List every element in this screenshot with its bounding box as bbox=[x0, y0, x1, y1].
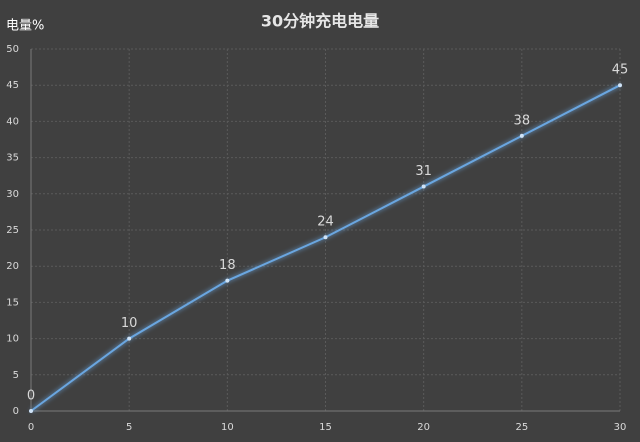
y-tick-label: 10 bbox=[6, 334, 19, 345]
data-point bbox=[29, 409, 33, 413]
y-tick-label: 50 bbox=[6, 44, 19, 55]
data-point bbox=[127, 336, 132, 341]
y-tick-label: 25 bbox=[6, 225, 19, 236]
x-tick-label: 25 bbox=[515, 422, 528, 433]
data-point bbox=[519, 133, 524, 138]
y-tick-label: 15 bbox=[6, 297, 19, 308]
x-tick-label: 10 bbox=[221, 422, 234, 433]
y-axis-label: 电量% bbox=[6, 19, 44, 34]
y-tick-label: 30 bbox=[6, 189, 19, 200]
y-tick-label: 5 bbox=[13, 370, 19, 381]
x-tick-label: 20 bbox=[417, 422, 430, 433]
data-point bbox=[421, 184, 426, 189]
data-label: 10 bbox=[121, 316, 138, 331]
data-point bbox=[618, 83, 622, 88]
y-tick-label: 20 bbox=[6, 261, 19, 272]
x-tick-label: 5 bbox=[126, 422, 132, 433]
x-tick-label: 15 bbox=[319, 422, 332, 433]
data-point bbox=[323, 235, 328, 240]
data-label: 38 bbox=[514, 113, 531, 128]
data-point bbox=[225, 278, 230, 283]
y-tick-label: 0 bbox=[13, 406, 19, 417]
data-label: 31 bbox=[415, 164, 432, 179]
data-label: 0 bbox=[27, 389, 35, 404]
y-tick-label: 40 bbox=[6, 116, 19, 127]
data-label: 24 bbox=[317, 215, 334, 230]
x-tick-label: 0 bbox=[28, 422, 34, 433]
chart-title: 30分钟充电电量 bbox=[261, 12, 379, 31]
data-label: 45 bbox=[612, 63, 629, 78]
data-label: 18 bbox=[219, 258, 236, 273]
y-tick-label: 45 bbox=[6, 80, 19, 91]
y-tick-label: 35 bbox=[6, 153, 19, 164]
x-tick-label: 30 bbox=[614, 422, 627, 433]
